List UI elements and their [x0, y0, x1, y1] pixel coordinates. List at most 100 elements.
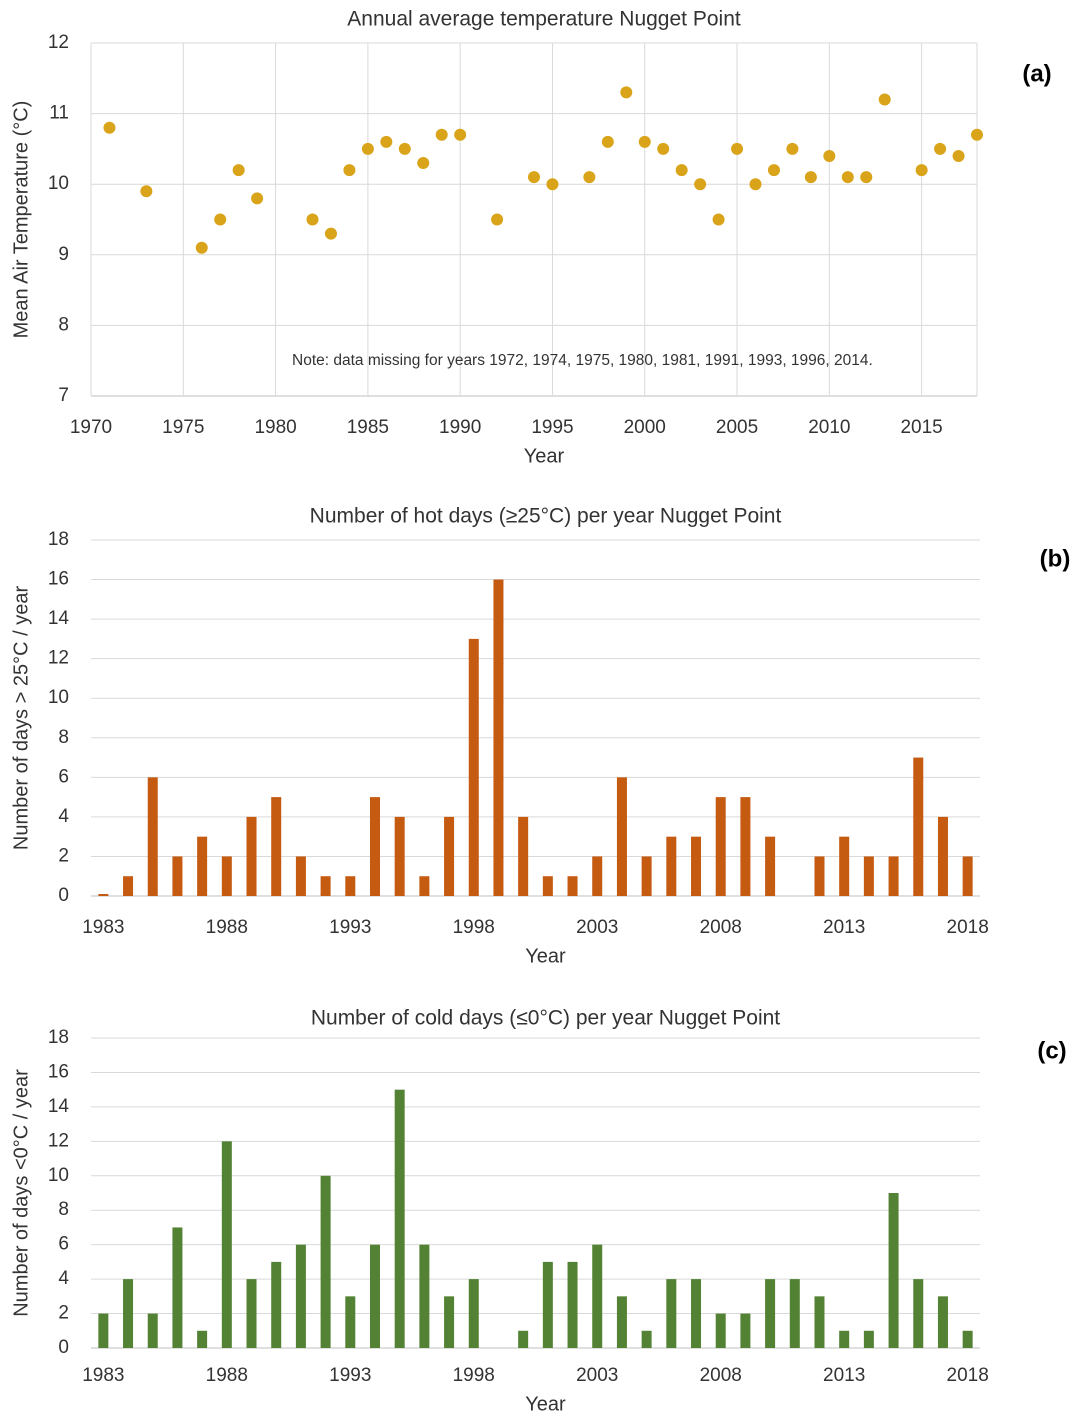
- point: [786, 142, 799, 155]
- bar: [863, 1330, 874, 1348]
- bar: [468, 638, 479, 896]
- bar: [394, 816, 405, 896]
- bar: [444, 1296, 455, 1348]
- point: [140, 185, 153, 198]
- bar: [221, 1141, 232, 1348]
- y-tick-label: 10: [48, 173, 69, 194]
- note: Note: data missing for years 1972, 1974,…: [292, 352, 873, 369]
- x-tick-label: 2013: [823, 1365, 865, 1386]
- y-tick-label: 6: [58, 1234, 69, 1255]
- point: [952, 149, 965, 162]
- point: [971, 128, 983, 141]
- bar: [937, 816, 948, 896]
- point: [361, 142, 374, 155]
- bar: [394, 1089, 405, 1348]
- y-tick-label: 10: [48, 1165, 69, 1186]
- x-tick-label: 2018: [947, 917, 989, 938]
- bar: [518, 1330, 529, 1348]
- point: [841, 171, 854, 184]
- chart-title: Number of cold days (≤0°C) per year Nugg…: [311, 1007, 780, 1030]
- bar: [715, 797, 726, 896]
- bar: [616, 1296, 627, 1348]
- y-axis-title: Mean Air Temperature (°C): [10, 101, 32, 339]
- x-tick-label: 1995: [531, 417, 573, 438]
- bar: [789, 1279, 800, 1348]
- y-tick-label: 8: [58, 1199, 69, 1220]
- bar: [765, 836, 776, 896]
- point: [731, 142, 744, 155]
- bar: [592, 856, 603, 896]
- bar: [888, 856, 899, 896]
- y-tick-label: 4: [58, 1268, 69, 1289]
- x-tick-label: 2003: [576, 1365, 618, 1386]
- bar: [172, 1227, 183, 1348]
- point: [343, 164, 356, 177]
- point: [934, 142, 947, 155]
- bar: [616, 777, 627, 896]
- y-tick-label: 18: [48, 529, 69, 550]
- y-tick-label: 0: [58, 885, 69, 906]
- x-tick-label: 1993: [329, 917, 371, 938]
- y-tick-label: 2: [58, 845, 69, 866]
- bar: [542, 1261, 553, 1348]
- y-tick-label: 0: [58, 1337, 69, 1358]
- bar: [320, 1175, 331, 1348]
- x-tick-label: 2000: [624, 417, 666, 438]
- bar: [197, 1330, 208, 1348]
- point: [675, 164, 688, 177]
- y-tick-label: 2: [58, 1303, 69, 1324]
- bar: [98, 894, 109, 896]
- bar: [271, 1261, 282, 1348]
- bar: [271, 797, 282, 896]
- y-tick-label: 6: [58, 766, 69, 787]
- bar: [320, 876, 331, 896]
- y-tick-label: 14: [48, 608, 70, 629]
- x-tick-label: 2008: [700, 917, 742, 938]
- bar: [147, 1313, 158, 1348]
- point: [601, 135, 614, 148]
- bar: [221, 856, 232, 896]
- y-tick-label: 8: [58, 727, 69, 748]
- bar: [641, 856, 652, 896]
- point: [251, 192, 264, 205]
- x-tick-label: 2008: [700, 1365, 742, 1386]
- point: [546, 178, 559, 191]
- bar: [147, 777, 158, 896]
- x-tick-label: 1990: [439, 417, 481, 438]
- panel-label: (b): [1040, 545, 1071, 572]
- y-axis-title: Number of days > 25°C / year: [10, 586, 32, 851]
- bar: [246, 1279, 257, 1348]
- point: [583, 171, 596, 184]
- x-axis-title: Year: [525, 1393, 566, 1415]
- x-tick-label: 1970: [70, 417, 112, 438]
- point: [380, 135, 393, 148]
- y-tick-label: 12: [48, 32, 69, 53]
- chart-title: Annual average temperature Nugget Point: [347, 8, 741, 31]
- bar: [542, 876, 553, 896]
- bar: [493, 579, 504, 896]
- chart-title: Number of hot days (≥25°C) per year Nugg…: [310, 505, 782, 528]
- point: [195, 241, 208, 254]
- point: [417, 157, 430, 170]
- point: [491, 213, 504, 226]
- y-tick-label: 4: [58, 806, 69, 827]
- point: [860, 171, 873, 184]
- bar: [666, 836, 677, 896]
- x-tick-label: 1993: [329, 1365, 371, 1386]
- bar: [369, 797, 380, 896]
- bar: [962, 856, 973, 896]
- bar: [369, 1244, 380, 1348]
- y-tick-label: 7: [58, 385, 69, 406]
- bar: [740, 797, 751, 896]
- bar: [691, 1279, 702, 1348]
- bar: [715, 1313, 726, 1348]
- x-tick-label: 2010: [808, 417, 850, 438]
- bar: [98, 1313, 109, 1348]
- panel-label: (c): [1037, 1037, 1066, 1064]
- y-tick-label: 12: [48, 1130, 69, 1151]
- x-tick-label: 1983: [82, 917, 124, 938]
- bar: [666, 1279, 677, 1348]
- bar: [419, 876, 430, 896]
- bar: [839, 836, 850, 896]
